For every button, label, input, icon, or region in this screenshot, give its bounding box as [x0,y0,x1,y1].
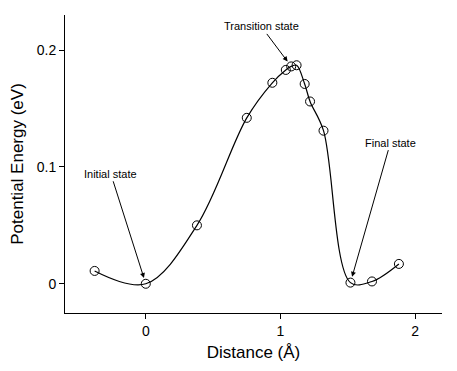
svg-text:Transition state: Transition state [224,20,299,32]
svg-text:2: 2 [411,323,419,339]
svg-text:Potential Energy (eV): Potential Energy (eV) [8,83,27,245]
svg-text:0: 0 [142,323,150,339]
svg-text:Distance (Å): Distance (Å) [207,343,301,362]
svg-text:1: 1 [277,323,285,339]
svg-text:Final state: Final state [365,137,416,149]
svg-text:0.2: 0.2 [37,42,57,58]
svg-text:0: 0 [48,276,56,292]
svg-text:Initial state: Initial state [84,168,137,180]
svg-text:0.1: 0.1 [37,159,57,175]
